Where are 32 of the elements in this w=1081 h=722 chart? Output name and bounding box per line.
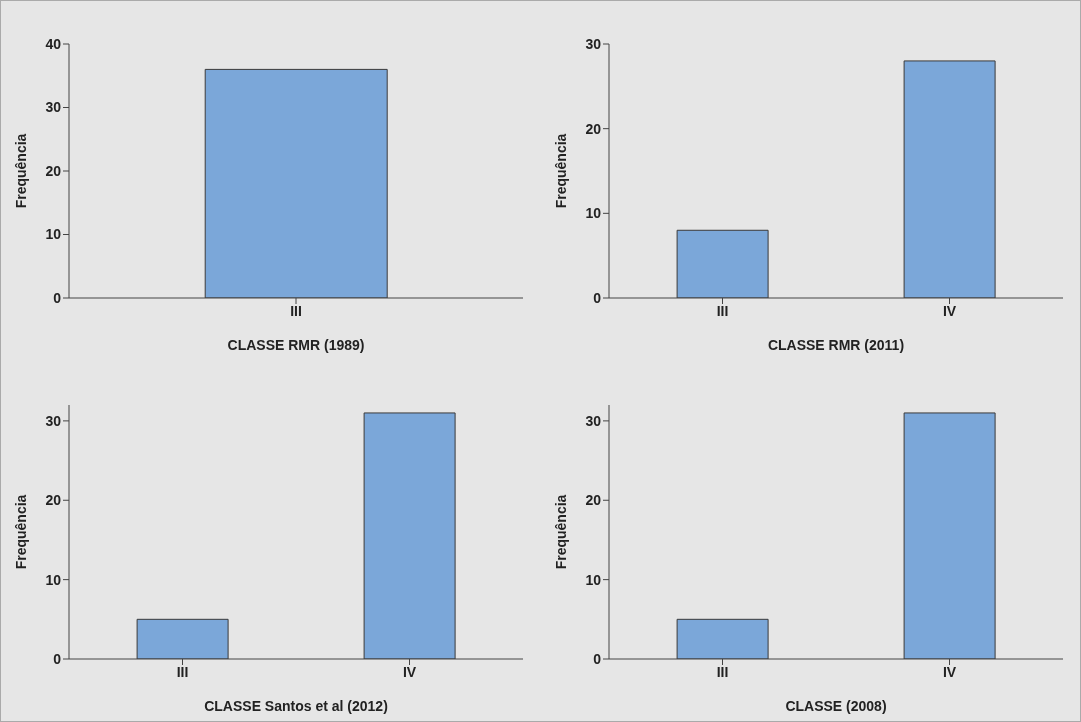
y-tick-label: 10 [45,226,62,243]
y-tick-label: 0 [53,289,62,306]
y-tick-label: 0 [593,650,602,667]
y-tick-label: 30 [585,35,602,52]
x-tick-label: III [716,302,729,319]
y-tick-label: 30 [45,412,62,429]
y-tick-label: 30 [45,99,62,116]
y-tick-label: 20 [45,162,62,179]
y-tick-label: 10 [45,571,62,588]
x-axis-title: CLASSE RMR (2011) [767,337,905,353]
y-axis-title: Frequência [12,494,29,570]
x-tick-label: III [290,302,302,319]
x-axis-title: CLASSE RMR (1989) [227,337,365,353]
x-tick-label: III [716,663,729,680]
y-tick-label: 20 [585,120,602,137]
x-tick-label: IV [942,302,957,319]
y-tick-label: 0 [593,289,602,306]
y-axis-title: Frequência [12,133,29,209]
y-tick-label: 0 [53,650,62,667]
y-axis-title: Frequência [552,494,569,570]
y-tick-label: 40 [45,35,62,52]
y-tick-label: 10 [585,205,602,222]
y-tick-label: 30 [585,412,602,429]
x-axis-title: CLASSE (2008) [785,698,887,714]
y-tick-label: 10 [585,571,602,588]
x-tick-label: IV [942,663,957,680]
y-tick-label: 20 [45,492,62,509]
y-axis-title: Frequência [552,133,569,209]
x-tick-label: IV [402,663,417,680]
x-tick-label: III [176,663,189,680]
y-tick-label: 20 [585,492,602,509]
x-axis-title: CLASSE Santos et al (2012) [204,698,388,714]
